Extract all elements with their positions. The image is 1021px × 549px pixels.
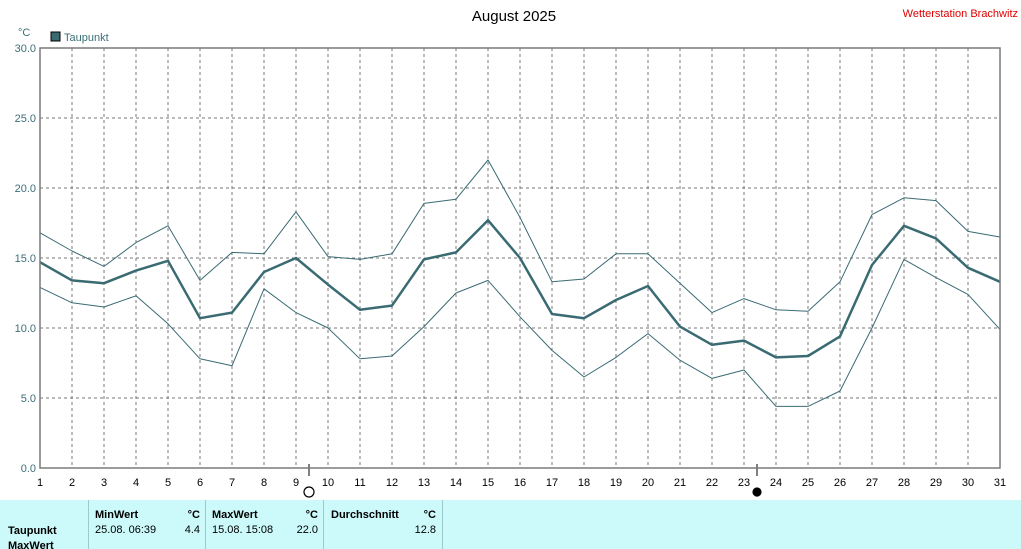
stats-avg-block: Durchschnitt °C 12.8 (323, 500, 443, 549)
x-tick-label: 6 (197, 477, 203, 489)
x-tick-label: 21 (674, 477, 686, 489)
stats-row-labels: Taupunkt MaxWert (8, 524, 57, 549)
x-tick-label: 26 (834, 477, 846, 489)
x-tick-label: 27 (866, 477, 878, 489)
stats-min-time: 25.08. 06:39 (95, 524, 157, 536)
x-tick-label: 9 (293, 477, 299, 489)
statistics-panel: Taupunkt MaxWert MinWert °C 25.08. 06:39… (0, 500, 1021, 549)
x-tick-label: 25 (802, 477, 814, 489)
x-tick-label: 14 (450, 477, 462, 489)
y-tick-label: 15.0 (15, 253, 36, 265)
y-unit-label: °C (18, 27, 30, 39)
stats-max-header: MaxWert (212, 509, 258, 521)
x-tick-label: 17 (546, 477, 558, 489)
grid (40, 48, 1000, 468)
x-tick-label: 8 (261, 477, 267, 489)
x-tick-label: 3 (101, 477, 107, 489)
stats-max-unit: °C (305, 509, 318, 521)
stats-min-unit: °C (187, 509, 200, 521)
x-tick-label: 24 (770, 477, 782, 489)
y-tick-label: 10.0 (15, 323, 36, 335)
x-axis-ticks: 1 2 3 4 5 6 7 8 9 10 11 12 13 14 15 16 17 18 19 20 21 22 23 24 2… (37, 477, 1006, 489)
x-tick-label: 7 (229, 477, 235, 489)
y-tick-label: 20.0 (15, 183, 36, 195)
x-tick-label: 31 (994, 477, 1006, 489)
x-tick-label: 20 (642, 477, 654, 489)
stats-avg-value: 12.8 (414, 524, 436, 536)
stats-avg-unit: °C (423, 509, 436, 521)
x-tick-label: 16 (514, 477, 526, 489)
series-line-taupunkt-min (39, 258, 1001, 407)
series-line-taupunkt-max (39, 159, 1001, 314)
x-tick-label: 12 (386, 477, 398, 489)
stats-row-label-dewpoint: Taupunkt (8, 525, 57, 537)
stats-min-header: MinWert (95, 509, 139, 521)
dewpoint-chart: August 2025 Wetterstation Brachwitz °C T… (15, 8, 1018, 498)
stats-row-label-maxwert: MaxWert (8, 540, 54, 549)
x-tick-label: 4 (133, 477, 139, 489)
x-tick-label: 1 (37, 477, 43, 489)
legend-label: Taupunkt (64, 32, 109, 44)
series-lines (39, 159, 1001, 407)
x-tick-label: 5 (165, 477, 171, 489)
y-axis-ticks: 0.0 5.0 10.0 15.0 20.0 25.0 30.0 (15, 43, 36, 475)
x-tick-label: 11 (354, 477, 365, 489)
legend-swatch (50, 31, 61, 42)
new-moon-icon (752, 487, 762, 497)
plot-frame (39, 47, 1001, 469)
chart-title: August 2025 (472, 8, 556, 25)
y-tick-label: 25.0 (15, 113, 36, 125)
y-tick-label: 0.0 (21, 463, 36, 475)
moon-phase-markers (303, 464, 762, 498)
series-line-taupunkt (39, 218, 1001, 359)
x-tick-label: 23 (738, 477, 750, 489)
stats-avg-header: Durchschnitt (331, 509, 399, 521)
full-moon-icon (303, 486, 315, 498)
stats-min-value: 4.4 (184, 524, 200, 536)
x-tick-label: 28 (898, 477, 910, 489)
x-tick-label: 30 (962, 477, 974, 489)
stats-max-time: 15.08. 15:08 (212, 524, 274, 536)
x-tick-label: 19 (610, 477, 622, 489)
x-tick-label: 15 (482, 477, 494, 489)
y-tick-label: 30.0 (15, 43, 36, 55)
stats-min-block: MinWert °C 25.08. 06:39 4.4 (88, 500, 206, 549)
stats-max-value: 22.0 (296, 524, 318, 536)
x-tick-label: 22 (706, 477, 718, 489)
x-tick-label: 29 (930, 477, 942, 489)
station-name: Wetterstation Brachwitz (903, 8, 1018, 20)
y-tick-label: 5.0 (21, 393, 36, 405)
x-tick-label: 2 (69, 477, 75, 489)
x-tick-label: 13 (418, 477, 430, 489)
x-tick-label: 18 (578, 477, 590, 489)
x-tick-label: 10 (322, 477, 334, 489)
stats-max-block: MaxWert °C 15.08. 15:08 22.0 (205, 500, 324, 549)
